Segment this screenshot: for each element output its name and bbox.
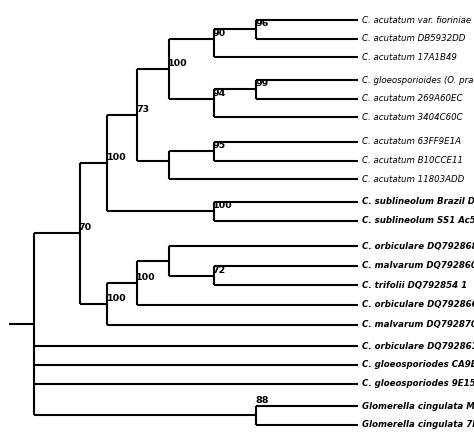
Text: C. acutatum DB5932DD: C. acutatum DB5932DD <box>362 34 465 43</box>
Text: C. acutatum 17A1B49: C. acutatum 17A1B49 <box>362 53 456 62</box>
Text: C. gloeosporiodes CA9B40F3: C. gloeosporiodes CA9B40F3 <box>362 361 474 369</box>
Text: 96: 96 <box>255 19 269 28</box>
Text: C. gloeosporiodes 9E1589A5: C. gloeosporiodes 9E1589A5 <box>362 379 474 388</box>
Text: 88: 88 <box>255 396 269 405</box>
Text: C. acutatum var. fioriniae (F. externa) EF464580: C. acutatum var. fioriniae (F. externa) … <box>362 16 474 25</box>
Text: 100: 100 <box>136 273 156 282</box>
Text: C. acutatum 11803ADD: C. acutatum 11803ADD <box>362 175 464 184</box>
Text: C. orbiculare DQ792868 1: C. orbiculare DQ792868 1 <box>362 241 474 251</box>
Text: C. orbiculare DQ792866 1: C. orbiculare DQ792866 1 <box>362 300 474 310</box>
Text: Glomerella cingulata 7BDBDAF86: Glomerella cingulata 7BDBDAF86 <box>362 420 474 429</box>
Text: C. gloeosporioides (O. praelonga) EF593338: C. gloeosporioides (O. praelonga) EF5933… <box>362 76 474 85</box>
Text: C. orbiculare DQ792861 1: C. orbiculare DQ792861 1 <box>362 342 474 351</box>
Text: C. trifolii DQ792854 1: C. trifolii DQ792854 1 <box>362 281 467 290</box>
Text: C. sublineolum SS1 Ac5CB1E2: C. sublineolum SS1 Ac5CB1E2 <box>362 216 474 225</box>
Text: C. acutatum 3404C60C: C. acutatum 3404C60C <box>362 113 462 122</box>
Text: C. acutatum 63FF9E1A: C. acutatum 63FF9E1A <box>362 137 461 147</box>
Text: C. malvarum DQ792870 1: C. malvarum DQ792870 1 <box>362 320 474 329</box>
Text: 99: 99 <box>255 79 269 89</box>
Text: C. acutatum 269A60EC: C. acutatum 269A60EC <box>362 94 462 103</box>
Text: C. malvarum DQ792860 1: C. malvarum DQ792860 1 <box>362 261 474 270</box>
Text: 94: 94 <box>213 89 226 98</box>
Text: 70: 70 <box>79 223 92 233</box>
Text: 73: 73 <box>136 105 149 114</box>
Text: C. sublineolum Brazil D47FE74: C. sublineolum Brazil D47FE74 <box>362 197 474 206</box>
Text: 100: 100 <box>213 201 232 210</box>
Text: C. acutatum B10CCE11: C. acutatum B10CCE11 <box>362 156 463 165</box>
Text: 100: 100 <box>107 294 126 303</box>
Text: 100: 100 <box>107 153 126 162</box>
Text: 72: 72 <box>213 265 226 275</box>
Text: 90: 90 <box>213 29 226 38</box>
Text: Glomerella cingulata M93427: Glomerella cingulata M93427 <box>362 402 474 411</box>
Text: 100: 100 <box>168 59 188 68</box>
Text: 95: 95 <box>213 141 226 150</box>
